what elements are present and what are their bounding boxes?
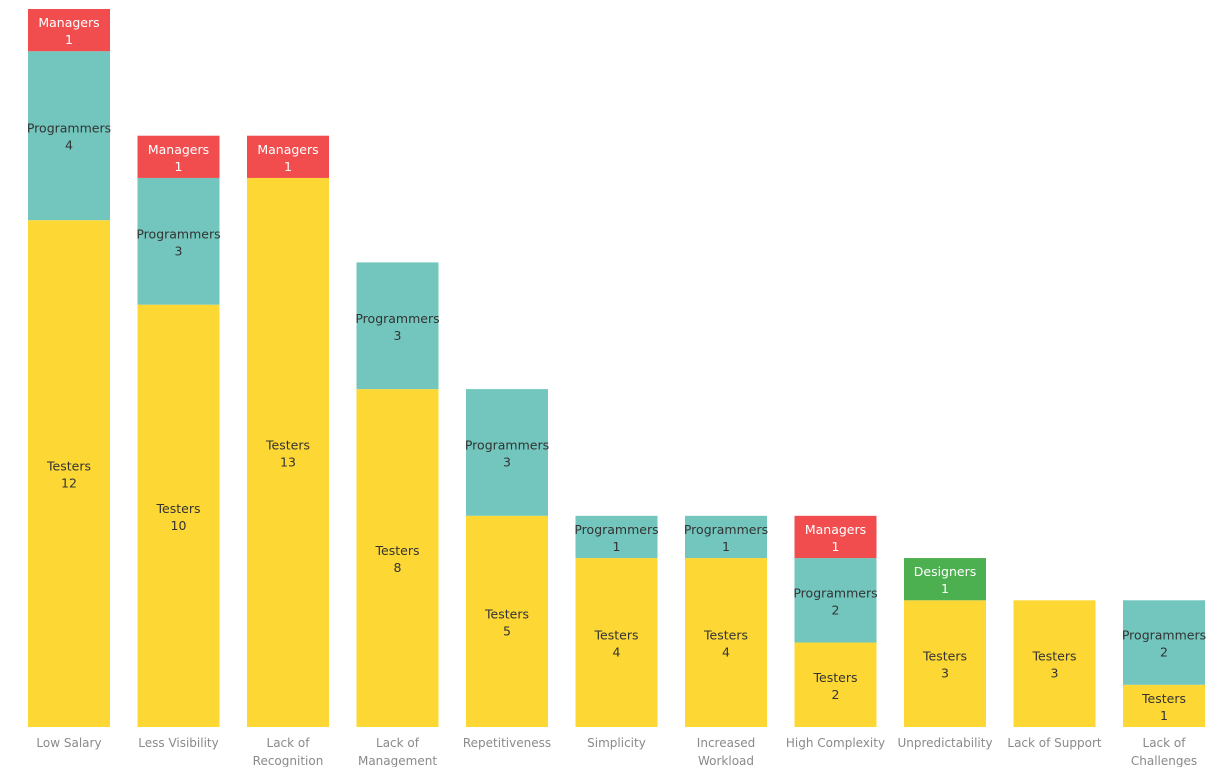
segment-label-simplicity-programmers: Programmers 1	[574, 522, 658, 554]
segment-label-repetitiveness-testers: Testers 5	[484, 606, 529, 638]
bar-segment-lack-of-challenges-testers	[1123, 684, 1205, 727]
bar-segment-less-visibility-programmers	[137, 177, 220, 305]
bar-segment-lack-of-challenges-programmers	[1123, 600, 1205, 685]
category-labels-layer: Low Salary Less Visibility Lack of Recognit…	[36, 736, 1197, 767]
bar-segment-high-complexity-testers	[794, 642, 877, 727]
category-label-lack-of-support: Lack of Support	[1007, 736, 1102, 750]
segment-label-less-visibility-testers: Testers 10	[156, 501, 201, 533]
bar-segment-simplicity-testers	[575, 558, 658, 727]
bar-segment-increased-workload-programmers	[685, 515, 767, 559]
segment-label-unpredictability-designers: Designers 1	[914, 564, 977, 596]
segment-label-unpredictability-testers: Testers 3	[922, 649, 967, 681]
segment-label-lack-of-management-programmers: Programmers 3	[355, 311, 439, 343]
bar-segment-repetitiveness-testers	[466, 515, 548, 727]
category-label-lack-of-management: Lack of Management	[358, 736, 437, 767]
segment-label-less-visibility-programmers: Programmers 3	[136, 226, 220, 258]
category-label-unpredictability: Unpredictability	[897, 736, 992, 750]
bar-segment-low-salary-programmers	[28, 51, 110, 221]
segment-label-less-visibility-managers: Managers 1	[148, 142, 209, 174]
segment-label-lack-of-recognition-testers: Testers 13	[265, 437, 310, 469]
bar-segment-high-complexity-managers	[794, 515, 877, 559]
bar-segment-lack-of-management-testers	[356, 389, 439, 727]
segment-label-lack-of-challenges-testers: Testers 1	[1141, 691, 1186, 723]
segment-label-increased-workload-programmers: Programmers 1	[684, 522, 768, 554]
segment-label-increased-workload-testers: Testers 4	[703, 628, 748, 660]
bar-segment-unpredictability-designers	[904, 558, 986, 601]
segment-label-low-salary-programmers: Programmers 4	[27, 121, 111, 153]
segment-label-low-salary-testers: Testers 12	[46, 459, 91, 491]
bar-segment-lack-of-recognition-managers	[247, 135, 329, 178]
bar-segment-low-salary-managers	[28, 9, 110, 52]
segment-label-lack-of-support-testers: Testers 3	[1032, 649, 1077, 681]
bar-segment-lack-of-management-programmers	[356, 262, 439, 390]
bar-segment-low-salary-testers	[28, 220, 110, 728]
segment-label-lack-of-recognition-managers: Managers 1	[257, 142, 318, 174]
bars-layer: Testers 12 Programmers 4 Managers 1 Testers 10 P…	[27, 9, 1206, 728]
bar-segment-repetitiveness-programmers	[466, 389, 548, 516]
segment-label-lack-of-management-testers: Testers 8	[375, 543, 420, 575]
segment-label-lack-of-challenges-programmers: Programmers 2	[1122, 628, 1206, 660]
bar-segment-less-visibility-managers	[137, 135, 220, 178]
category-label-less-visibility: Less Visibility	[138, 736, 218, 750]
category-label-simplicity: Simplicity	[587, 736, 646, 750]
segment-label-repetitiveness-programmers: Programmers 3	[465, 437, 549, 469]
bar-segment-simplicity-programmers	[575, 515, 658, 559]
segment-label-high-complexity-testers: Testers 2	[813, 670, 858, 702]
bar-segment-lack-of-recognition-testers	[247, 177, 329, 728]
bar-segment-less-visibility-testers	[137, 304, 220, 727]
bar-segment-unpredictability-testers	[904, 600, 986, 727]
segment-label-simplicity-testers: Testers 4	[594, 628, 639, 660]
bar-segment-high-complexity-programmers	[794, 558, 877, 643]
segment-label-high-complexity-managers: Managers 1	[805, 522, 866, 554]
bar-segment-lack-of-support-testers	[1013, 600, 1096, 727]
category-label-repetitiveness: Repetitiveness	[463, 736, 551, 750]
category-label-lack-of-challenges: Lack of Challenges	[1131, 736, 1197, 767]
bar-segment-increased-workload-testers	[685, 558, 767, 727]
category-label-increased-workload: Increased Workload	[697, 736, 755, 767]
category-label-low-salary: Low Salary	[36, 736, 101, 750]
segment-label-high-complexity-programmers: Programmers 2	[793, 585, 877, 617]
segment-label-low-salary-managers: Managers 1	[38, 15, 99, 47]
category-label-lack-of-recognition: Lack of Recognition	[253, 736, 324, 767]
category-label-high-complexity: High Complexity	[786, 736, 885, 750]
